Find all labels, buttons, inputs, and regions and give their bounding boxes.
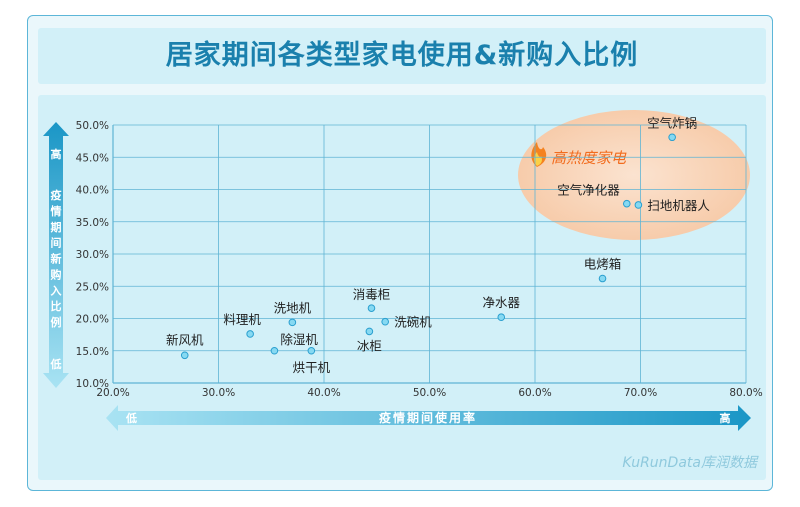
- y-axis-title-char: 购: [51, 267, 62, 281]
- point-label: 料理机: [223, 312, 261, 327]
- y-tick-label: 50.0%: [76, 120, 109, 132]
- point-label: 空气净化器: [557, 183, 620, 198]
- y-tick-label: 30.0%: [76, 249, 109, 261]
- point-label: 冰柜: [357, 338, 382, 353]
- data-point: [270, 346, 279, 355]
- y-tick-label: 20.0%: [76, 314, 109, 326]
- point-label: 洗地机: [274, 300, 312, 315]
- y-axis-title-char: 新: [51, 252, 62, 266]
- data-point: [367, 304, 376, 312]
- y-axis-title-char: 疫: [51, 188, 62, 202]
- x-axis-high-label: 高: [720, 411, 731, 425]
- y-axis-high-label: 高: [51, 147, 62, 161]
- point-label: 净水器: [482, 295, 520, 310]
- point-label: 烘干机: [293, 360, 331, 375]
- x-tick-label: 30.0%: [202, 387, 235, 399]
- x-tick-label: 20.0%: [96, 387, 129, 399]
- y-tick-label: 40.0%: [76, 185, 109, 197]
- point-label: 空气炸锅: [647, 115, 697, 130]
- x-axis-title: 疫情期间使用率: [379, 410, 477, 425]
- y-axis-title-char: 例: [51, 315, 62, 329]
- x-axis-low-label: 低: [125, 411, 137, 425]
- point-label: 扫地机器人: [647, 198, 710, 213]
- y-axis-title-char: 比: [51, 299, 62, 313]
- data-point: [307, 346, 316, 355]
- x-tick-label: 60.0%: [518, 387, 551, 399]
- data-point: [668, 133, 676, 142]
- data-point: [288, 318, 297, 327]
- high-heat-zone: [518, 110, 750, 240]
- data-point: [598, 274, 607, 283]
- data-point: [634, 201, 643, 209]
- point-label: 电烤箱: [584, 257, 622, 272]
- grid-lines: [112, 124, 747, 384]
- title-bar: [38, 28, 766, 84]
- y-axis-title-char: 期: [51, 220, 62, 234]
- y-tick-label: 25.0%: [76, 281, 109, 293]
- data-point: [246, 330, 254, 338]
- data-point: [497, 313, 506, 322]
- y-tick-label: 35.0%: [76, 217, 109, 229]
- y-tick-label: 10.0%: [76, 378, 109, 390]
- x-tick-label: 80.0%: [729, 387, 762, 399]
- y-axis-title-char: 入: [51, 284, 62, 297]
- data-point: [365, 327, 374, 336]
- y-tick-label: 15.0%: [76, 346, 109, 358]
- point-label: 洗碗机: [394, 315, 432, 330]
- x-tick-labels: 20.0% 30.0% 40.0% 50.0% 60.0% 70.0% 80.0%: [96, 387, 762, 399]
- data-point: [622, 199, 631, 208]
- x-tick-label: 40.0%: [307, 387, 340, 399]
- chart-title: 居家期间各类型家电使用&新购入比例: [165, 40, 639, 71]
- y-axis-low-label: 低: [50, 357, 62, 371]
- y-axis-title-char: 间: [51, 237, 62, 250]
- x-tick-label: 70.0%: [624, 387, 657, 399]
- y-tick-labels: 10.0% 15.0% 20.0% 25.0% 30.0% 35.0% 40.0% 45.0%…: [76, 120, 109, 390]
- watermark: KuRunData库润数据: [622, 455, 759, 471]
- point-label: 除湿机: [280, 332, 318, 347]
- data-point: [381, 317, 389, 326]
- point-label: 消毒柜: [353, 287, 391, 302]
- point-label: 新风机: [166, 332, 204, 347]
- y-tick-label: 45.0%: [76, 152, 109, 164]
- data-point: [180, 351, 189, 360]
- x-tick-label: 50.0%: [413, 387, 446, 399]
- y-axis-arrow: [43, 122, 69, 388]
- high-heat-label: 高热度家电: [551, 149, 627, 167]
- y-axis-title-char: 情: [51, 204, 62, 218]
- x-axis-arrow: [106, 405, 751, 431]
